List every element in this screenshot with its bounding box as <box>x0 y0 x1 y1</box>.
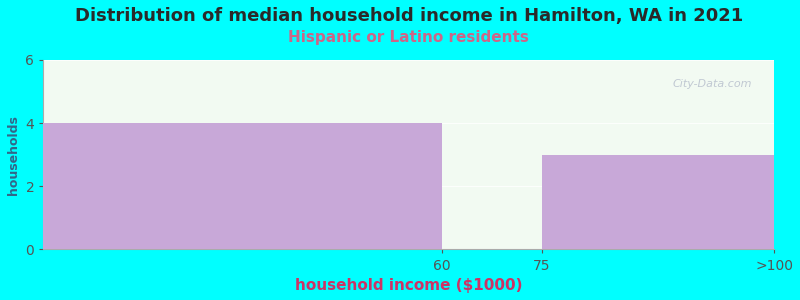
Bar <box>542 155 774 250</box>
Title: Distribution of median household income in Hamilton, WA in 2021: Distribution of median household income … <box>74 7 743 25</box>
Y-axis label: households: households <box>7 115 20 195</box>
Text: Hispanic or Latino residents: Hispanic or Latino residents <box>288 30 529 45</box>
X-axis label: household income ($1000): household income ($1000) <box>295 278 522 293</box>
Bar <box>43 123 442 250</box>
Text: City-Data.com: City-Data.com <box>673 79 752 89</box>
